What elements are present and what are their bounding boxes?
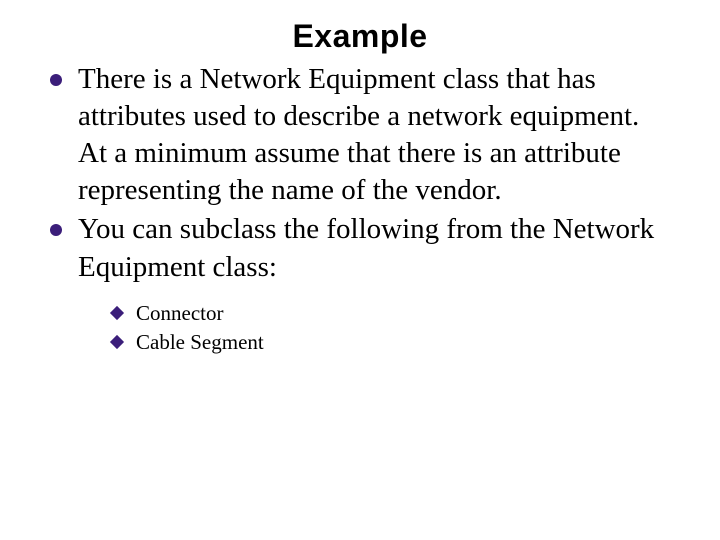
diamond-icon [110,306,124,320]
slide: Example There is a Network Equipment cla… [0,0,720,540]
bullet-list: There is a Network Equipment class that … [0,61,720,286]
list-item: There is a Network Equipment class that … [50,61,670,209]
slide-title: Example [0,18,720,55]
sub-list-item-text: Connector [136,300,223,327]
sub-list-item: Connector [112,300,720,327]
bullet-icon [50,74,62,86]
list-item-text: There is a Network Equipment class that … [78,61,670,209]
list-item-text: You can subclass the following from the … [78,211,670,285]
sub-list-item-text: Cable Segment [136,329,264,356]
sub-list: Connector Cable Segment [0,300,720,357]
sub-list-item: Cable Segment [112,329,720,356]
list-item: You can subclass the following from the … [50,211,670,285]
bullet-icon [50,224,62,236]
diamond-icon [110,335,124,349]
